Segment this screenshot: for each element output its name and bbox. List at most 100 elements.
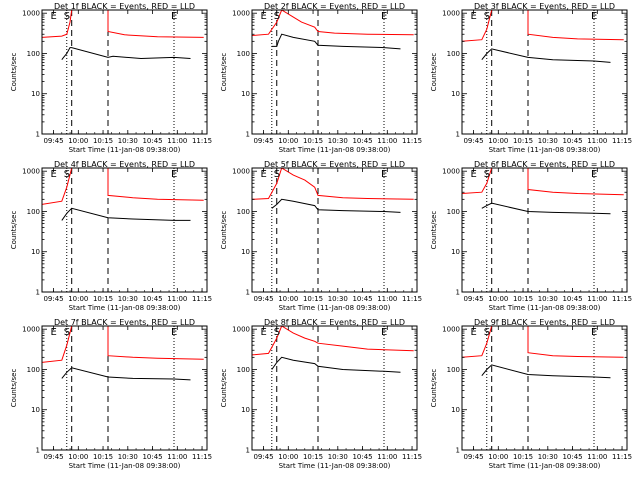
y-tick-label: 1000 [232,326,250,334]
y-axis-label: Counts/sec [10,211,18,250]
x-tick-label: 11:00 [167,295,187,303]
marker-e1: E [261,327,267,338]
y-tick-label: 100 [27,366,40,374]
x-tick-label: 10:30 [328,453,348,461]
marker-e2: E [591,169,597,180]
x-tick-label: 11:15 [402,137,422,145]
marker-e1: E [51,327,57,338]
y-tick-label: 100 [447,50,460,58]
x-tick-label: 10:30 [328,295,348,303]
y-tick-label: 1 [246,447,250,455]
panel-title: Det 3f BLACK = Events, RED = LLD [474,2,615,11]
y-tick-label: 10 [451,406,460,414]
y-tick-label: 1 [246,289,250,297]
x-tick-label: 10:30 [538,295,558,303]
x-axis-label: Start Time (11-Jan-08 09:38:00) [489,304,601,312]
marker-s: S [484,327,490,338]
panel-title: Det 7f BLACK = Events, RED = LLD [54,318,195,327]
x-tick-label: 10:45 [352,295,372,303]
series-line-black [61,367,191,381]
x-tick-label: 10:00 [278,137,298,145]
series-line-red [252,10,414,36]
y-tick-label: 1000 [232,168,250,176]
marker-e1: E [51,11,57,22]
series-line-black [271,198,401,213]
y-tick-label: 1 [456,131,460,139]
marker-e2: E [171,169,177,180]
y-axis-label: Counts/sec [430,53,438,92]
y-tick-label: 100 [447,366,460,374]
marker-s: S [274,327,280,338]
x-tick-label: 09:45 [463,137,483,145]
y-tick-label: 1 [36,289,40,297]
x-tick-label: 10:15 [513,295,533,303]
y-tick-label: 1000 [442,168,460,176]
x-tick-label: 10:00 [488,453,508,461]
x-tick-label: 09:45 [43,295,63,303]
marker-s: S [484,11,490,22]
y-tick-label: 10 [31,248,40,256]
plot-frame [251,325,418,451]
x-axis-label: Start Time (11-Jan-08 09:38:00) [489,146,601,154]
series-line-black [481,202,611,215]
series-line-black [481,48,611,63]
y-axis-label: Counts/sec [430,211,438,250]
x-tick-label: 11:15 [402,453,422,461]
plot-frame [41,9,208,135]
y-axis-label: Counts/sec [220,369,228,408]
x-tick-label: 11:00 [167,137,187,145]
marker-e1: E [261,11,267,22]
y-tick-label: 1000 [442,10,460,18]
x-tick-label: 10:45 [142,453,162,461]
x-tick-label: 09:45 [43,453,63,461]
panel-title: Det 6f BLACK = Events, RED = LLD [474,160,615,169]
series-line-red [252,168,414,200]
panel-title: Det 2f BLACK = Events, RED = LLD [264,2,405,11]
y-axis-label: Counts/sec [220,211,228,250]
x-tick-label: 11:00 [377,295,397,303]
y-tick-label: 1000 [232,10,250,18]
x-tick-label: 10:15 [93,453,113,461]
series-line-red [42,10,204,38]
x-tick-label: 10:45 [352,453,372,461]
marker-e2: E [381,11,387,22]
marker-e1: E [471,169,477,180]
x-tick-label: 09:45 [253,137,273,145]
plot-frame [251,9,418,135]
x-tick-label: 10:45 [562,453,582,461]
marker-e2: E [171,11,177,22]
x-tick-label: 10:15 [513,453,533,461]
y-tick-label: 10 [31,90,40,98]
x-tick-label: 11:15 [192,295,212,303]
x-tick-label: 11:00 [377,137,397,145]
y-tick-label: 10 [451,90,460,98]
x-tick-label: 10:30 [538,453,558,461]
marker-e1: E [51,169,57,180]
x-tick-label: 10:00 [278,453,298,461]
x-axis-label: Start Time (11-Jan-08 09:38:00) [69,462,181,470]
panel-title: Det 5f BLACK = Events, RED = LLD [264,160,405,169]
marker-s: S [484,169,490,180]
x-tick-label: 10:00 [68,137,88,145]
x-tick-label: 11:15 [612,137,632,145]
plot-frame [461,325,628,451]
x-tick-label: 11:15 [192,137,212,145]
x-tick-label: 10:15 [93,295,113,303]
series-line-black [61,207,191,221]
y-tick-label: 1 [36,447,40,455]
x-tick-label: 10:45 [142,137,162,145]
x-tick-label: 10:30 [118,137,138,145]
x-axis-label: Start Time (11-Jan-08 09:38:00) [279,146,391,154]
x-tick-label: 09:45 [43,137,63,145]
plot-frame [41,325,208,451]
series-line-red [42,168,204,205]
marker-e2: E [381,327,387,338]
